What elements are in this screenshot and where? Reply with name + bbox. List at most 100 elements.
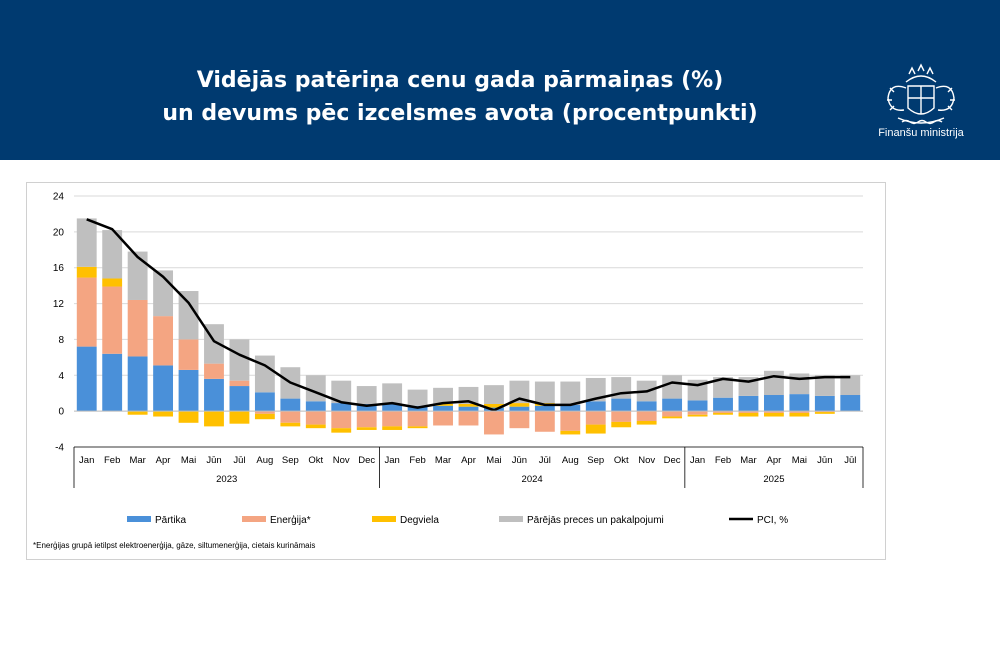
bar-segment [509, 406, 530, 412]
bar-segment [280, 398, 301, 412]
bar-segment [229, 380, 250, 387]
legend: Pārtika Enerģija* Degviela Pārējās preces u… [127, 513, 788, 526]
bar-segment [305, 401, 326, 412]
bar-segment [280, 422, 301, 427]
x-tick-label: Apr [767, 455, 782, 466]
bar-segment [814, 412, 835, 414]
bar-segment [484, 385, 504, 404]
x-tick-label: Jūl [539, 455, 551, 466]
bar-segment [560, 404, 581, 412]
x-tick-label: Dec [358, 455, 375, 466]
bar-segment [534, 405, 555, 412]
bar-segment [102, 286, 123, 354]
legend-label: Degviela [400, 515, 439, 526]
year-label: 2025 [763, 474, 784, 485]
y-tick-label: 16 [53, 263, 65, 274]
y-tick-label: 12 [53, 299, 65, 310]
bar-segment [280, 411, 301, 423]
bar-segment [331, 403, 352, 412]
bar-segment [254, 392, 275, 412]
bar-segment [229, 386, 250, 412]
bar-segment [713, 397, 733, 412]
bar-segment [153, 411, 174, 417]
bar-segment [662, 375, 683, 399]
x-tick-label: Jūl [233, 455, 245, 466]
bar-segment [840, 395, 861, 412]
bar-segment [407, 411, 428, 427]
bar-segment [738, 395, 759, 412]
year-label: 2023 [216, 474, 237, 485]
legend-label: PCI, % [757, 515, 788, 526]
bar-segment [662, 398, 683, 412]
legend-label: Pārtika [155, 515, 187, 526]
bar-segment [76, 266, 97, 278]
x-tick-label: Feb [409, 455, 425, 466]
bar-segment [305, 375, 326, 402]
bar-segment [331, 380, 352, 404]
bar-segment [458, 411, 479, 426]
legend-label: Pārējās preces un pakalpojumi [527, 515, 664, 526]
bar-segment [127, 299, 148, 357]
bar-segment [509, 403, 530, 407]
x-tick-label: Sep [587, 455, 604, 466]
x-tick-label: Aug [562, 455, 579, 466]
y-tick-label: 0 [58, 407, 64, 418]
x-tick-label: Jūn [512, 455, 527, 466]
bar-segment [662, 411, 683, 417]
bar-segment [611, 421, 632, 428]
bar-segment [763, 411, 784, 413]
bar-segment [763, 370, 784, 396]
bar-segment [763, 412, 784, 417]
y-tick-label: 24 [53, 192, 65, 203]
x-tick-label: Mai [792, 455, 807, 466]
ministry-name: Finanšu ministrija [878, 127, 964, 139]
bar-segment [382, 426, 403, 430]
x-tick-label: Sep [282, 455, 299, 466]
bar-segment [178, 369, 199, 412]
bar-segment [458, 403, 479, 407]
bar-segment [76, 277, 97, 347]
bar-segment [153, 316, 174, 366]
bar-segment [458, 406, 479, 412]
bar-segment [204, 378, 224, 412]
bar-segment [713, 411, 733, 413]
bar-segment [636, 421, 657, 425]
bar-segment [433, 403, 453, 406]
x-tick-label: Jūl [844, 455, 856, 466]
x-tick-label: Apr [156, 455, 171, 466]
bar-segment [585, 377, 606, 402]
bar-segment [433, 405, 453, 412]
bar-segment [814, 395, 835, 412]
bar-segment [738, 412, 759, 417]
bar-segment [509, 411, 530, 429]
bar-segment [254, 355, 275, 393]
bar-segment [127, 251, 148, 300]
bar-segment [713, 412, 733, 415]
bar-segment [636, 401, 657, 412]
x-tick-label: Mai [181, 455, 196, 466]
y-tick-label: 4 [58, 371, 64, 382]
bar-segment [534, 411, 555, 432]
x-tick-label: Feb [715, 455, 731, 466]
bar-segment [687, 414, 708, 417]
bar-segment [178, 291, 199, 340]
bar-segment [407, 389, 428, 406]
bar-segment [254, 411, 275, 414]
bar-segment [204, 411, 224, 427]
y-tick-label: -4 [55, 443, 64, 454]
bar-segment [254, 413, 275, 420]
bar-segment [356, 411, 377, 428]
bar-segment [331, 411, 352, 429]
bar-segment [331, 428, 352, 433]
bar-segment [840, 375, 861, 396]
bar-segment [102, 278, 123, 287]
pci-line [86, 218, 851, 412]
bar-segment [560, 411, 581, 431]
bar-segment [356, 403, 377, 412]
bar-segment [585, 411, 606, 425]
bar-segment [509, 380, 530, 404]
bar-segment [356, 386, 377, 404]
bar-segment [305, 411, 326, 425]
legend-swatch [372, 516, 396, 522]
pci-line-layer [86, 218, 851, 412]
